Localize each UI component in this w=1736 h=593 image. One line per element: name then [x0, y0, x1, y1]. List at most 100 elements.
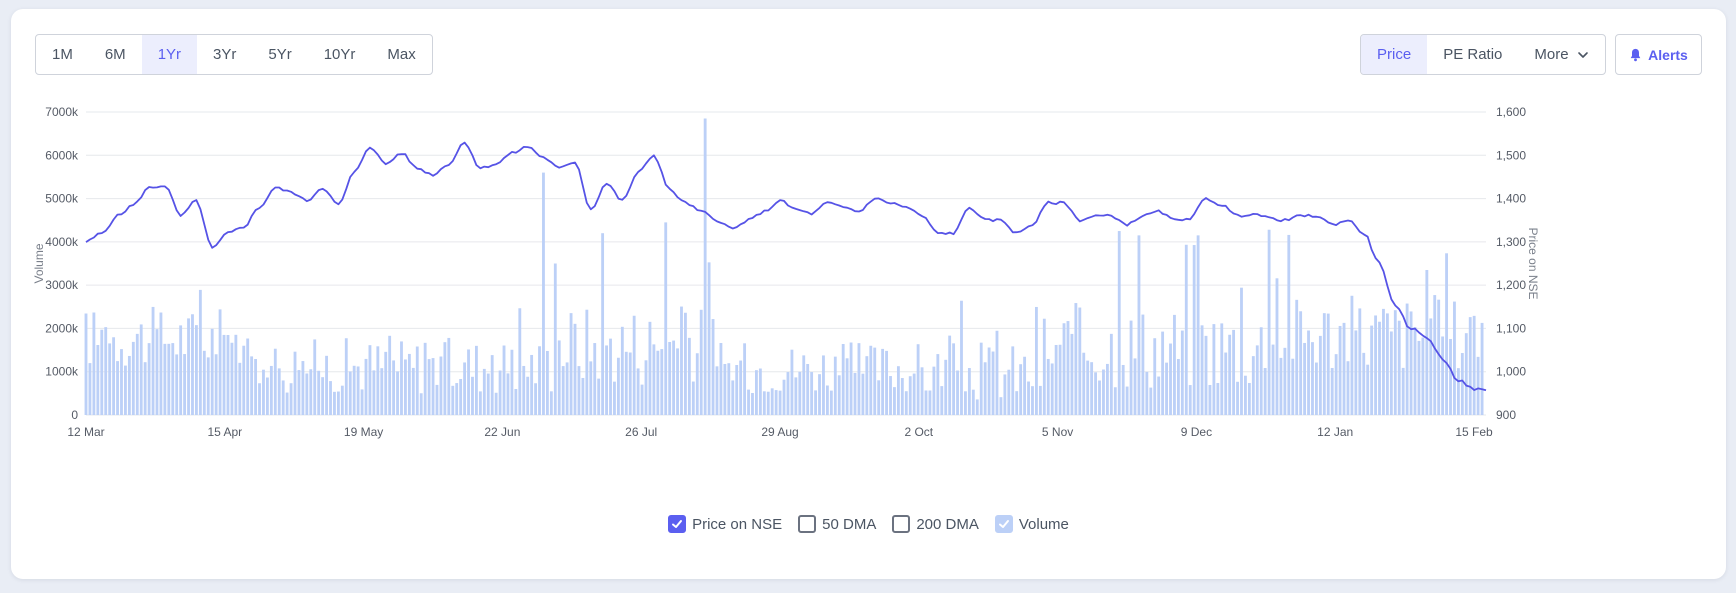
volume-bar [336, 391, 340, 415]
volume-bar [731, 380, 735, 415]
volume-bar [833, 356, 837, 415]
legend-item-volume[interactable]: Volume [994, 515, 1069, 533]
volume-bar [581, 377, 585, 415]
x-tick-label: 26 Jul [625, 425, 657, 439]
volume-bar [463, 362, 467, 415]
volume-bar [364, 358, 368, 415]
legend-item-50-dma[interactable]: 50 DMA [798, 515, 876, 533]
legend-checkbox[interactable] [892, 515, 911, 533]
price-metric-button[interactable]: Price [1361, 35, 1428, 74]
range-button-6m[interactable]: 6M [104, 46, 126, 63]
volume-bar [352, 365, 356, 415]
volume-bar [1445, 253, 1448, 415]
volume-bar [518, 308, 522, 415]
volume-bar [889, 376, 892, 415]
volume-bar [849, 342, 853, 415]
volume-bar [1279, 357, 1283, 415]
volume-bar [829, 390, 833, 415]
volume-bar [329, 381, 332, 415]
more-dropdown-button[interactable]: More [1518, 35, 1604, 74]
volume-bar [762, 391, 766, 415]
volume-bar [246, 338, 250, 415]
volume-bar [388, 335, 392, 415]
volume-bar [1389, 331, 1393, 415]
volume-bar [786, 372, 790, 415]
price-volume-chart: 01000k2000k3000k4000k5000k6000k7000k9001… [32, 105, 1540, 439]
volume-bar [281, 380, 285, 415]
volume-bar [254, 359, 257, 415]
volume-bar [1117, 231, 1121, 415]
volume-bar [620, 326, 624, 415]
volume-bar [1180, 330, 1184, 415]
volume-bar [1441, 336, 1445, 415]
volume-bar [999, 397, 1003, 415]
volume-bar [404, 359, 407, 415]
legend-checkbox[interactable] [798, 515, 817, 533]
volume-bar [869, 345, 873, 415]
volume-bar [534, 383, 537, 415]
volume-bar [624, 351, 628, 415]
pe-ratio-metric-button[interactable]: PE Ratio [1443, 46, 1503, 63]
volume-bar [1165, 362, 1168, 415]
volume-bar [1023, 356, 1027, 415]
volume-bar [1318, 335, 1322, 415]
volume-bar [680, 306, 683, 415]
legend-checkbox[interactable] [668, 515, 687, 533]
volume-bar [1129, 320, 1133, 415]
check-icon [998, 520, 1009, 528]
volume-bar [1011, 346, 1015, 415]
volume-bar [206, 357, 210, 415]
chevron-down-icon [1577, 51, 1588, 58]
volume-bar [668, 341, 672, 415]
volume-bar [924, 390, 928, 415]
legend-checkbox[interactable] [994, 515, 1013, 533]
legend-item-price-on-nse[interactable]: Price on NSE [668, 515, 782, 533]
volume-bar [1015, 391, 1019, 415]
volume-bar [632, 315, 636, 415]
volume-bar [1358, 308, 1362, 415]
volume-bar [108, 343, 112, 415]
volume-bar [305, 373, 309, 415]
volume-bar [116, 361, 119, 415]
y-left-tick-label: 7000k [45, 105, 79, 119]
volume-bar [183, 354, 187, 415]
volume-bar [707, 262, 711, 415]
volume-bar [526, 376, 530, 415]
volume-bar [340, 385, 344, 415]
alerts-button[interactable]: Alerts [1615, 34, 1702, 75]
range-button-5yr[interactable]: 5Yr [268, 46, 292, 63]
volume-bar [360, 389, 364, 415]
volume-bar [873, 347, 877, 415]
volume-bar [419, 393, 423, 415]
volume-bar [368, 345, 372, 415]
x-tick-label: 12 Jan [1317, 425, 1353, 439]
volume-bar [885, 350, 888, 415]
volume-bar [960, 300, 963, 415]
legend-label: Price on NSE [692, 515, 783, 533]
volume-bar [313, 339, 317, 415]
range-button-3yr[interactable]: 3Yr [213, 46, 237, 63]
volume-bar [139, 324, 143, 415]
volume-bar [739, 360, 743, 415]
volume-bar [1200, 325, 1204, 415]
range-button-1m[interactable]: 1M [52, 46, 73, 63]
volume-bar [238, 362, 242, 415]
x-tick-label: 22 Jun [484, 425, 520, 439]
volume-bar [774, 390, 778, 415]
volume-bar [407, 353, 411, 415]
volume-bar [1295, 299, 1299, 415]
volume-bar [553, 263, 557, 415]
volume-bar [1476, 356, 1480, 415]
range-button-max[interactable]: Max [387, 46, 416, 63]
legend-item-200-dma[interactable]: 200 DMA [892, 515, 979, 533]
volume-bar [1413, 327, 1417, 415]
x-tick-label: 5 Nov [1042, 425, 1073, 439]
volume-bar [1090, 362, 1094, 415]
range-button-10yr[interactable]: 10Yr [323, 46, 356, 63]
volume-bar [743, 343, 747, 415]
volume-bar [1228, 334, 1232, 415]
volume-bar [687, 337, 691, 415]
volume-bar [1315, 362, 1318, 415]
volume-bar [1007, 369, 1011, 415]
range-button-1yr[interactable]: 1Yr [141, 35, 198, 74]
